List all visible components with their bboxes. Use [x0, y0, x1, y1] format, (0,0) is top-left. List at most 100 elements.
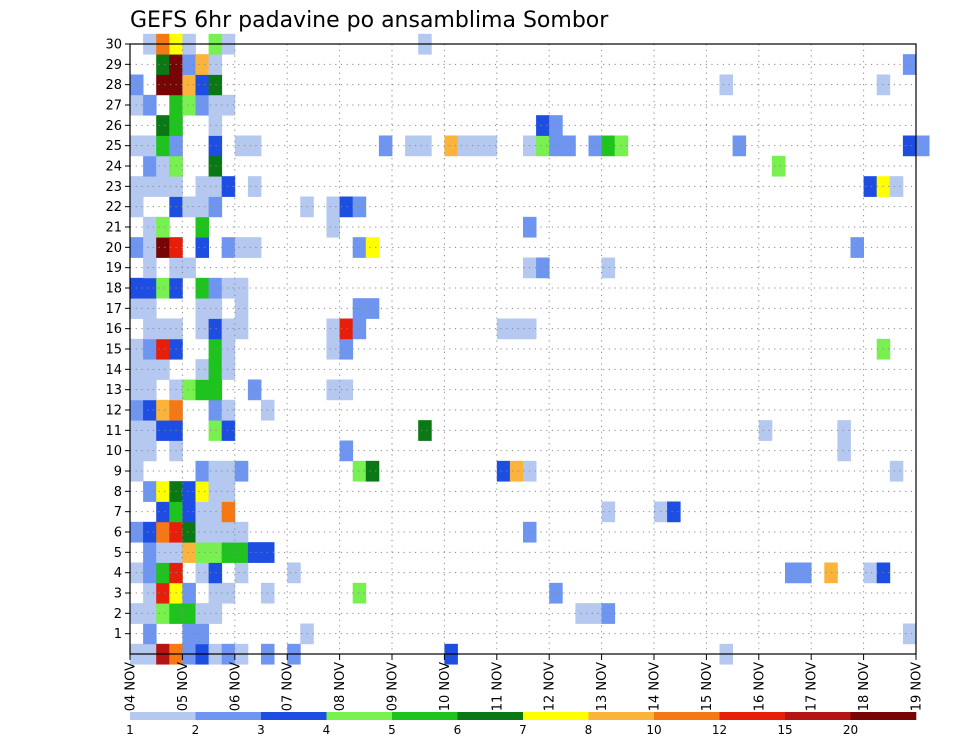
heatmap-cell — [444, 135, 458, 157]
heatmap-cell — [182, 257, 196, 279]
y-tick-label: 30 — [105, 38, 122, 53]
heatmap-cell — [837, 440, 851, 462]
heatmap-cell — [758, 420, 773, 441]
heatmap-cell — [405, 135, 419, 157]
heatmap-cell — [549, 135, 563, 157]
colorbar-label: 12 — [712, 723, 727, 737]
colorbar-segment — [457, 712, 524, 720]
heatmap-cell — [143, 237, 157, 258]
heatmap-cell — [234, 277, 249, 299]
heatmap-cell — [221, 501, 236, 523]
heatmap-cell — [536, 257, 550, 279]
heatmap-cell — [889, 460, 904, 482]
heatmap-cell — [208, 176, 223, 197]
heatmap-cell — [195, 318, 209, 340]
colorbar-label: 10 — [646, 723, 661, 737]
heatmap-cell — [247, 237, 262, 258]
colorbar-label: 6 — [454, 723, 462, 737]
heatmap-cell — [234, 135, 249, 157]
heatmap-cell — [182, 94, 196, 116]
colorbar-label: 4 — [323, 723, 331, 737]
heatmap-cell — [732, 135, 747, 157]
x-tick-label: 04 NOV — [124, 662, 139, 711]
heatmap-cells — [130, 33, 930, 665]
heatmap-cell — [902, 54, 917, 75]
x-tick-label: 05 NOV — [176, 662, 191, 711]
heatmap-cell — [156, 115, 170, 136]
heatmap-cell — [221, 237, 236, 258]
x-tick-label: 08 NOV — [333, 662, 348, 711]
heatmap-cell — [221, 521, 236, 543]
heatmap-cell — [143, 399, 157, 421]
heatmap-cell — [195, 623, 209, 645]
heatmap-cell — [182, 481, 196, 502]
heatmap-cell — [601, 603, 616, 624]
heatmap-cell — [195, 176, 209, 197]
colorbar-segment — [130, 712, 196, 720]
heatmap-cell — [339, 379, 354, 401]
heatmap-cell — [156, 521, 170, 543]
heatmap-cell — [195, 521, 209, 543]
y-tick-label: 10 — [105, 444, 122, 459]
heatmap-cell — [208, 277, 223, 299]
heatmap-cell — [221, 481, 236, 502]
heatmap-cell — [549, 582, 563, 604]
heatmap-cell — [143, 155, 157, 177]
heatmap-cell — [221, 582, 236, 604]
heatmap-cell — [221, 338, 236, 360]
colorbar-segment — [326, 712, 393, 720]
heatmap-cell — [247, 176, 262, 197]
heatmap-cell — [614, 135, 629, 157]
colorbar-label: 1 — [126, 723, 134, 737]
y-tick-label: 11 — [105, 424, 122, 439]
heatmap-cell — [247, 379, 262, 401]
y-tick-label: 28 — [105, 78, 122, 93]
heatmap-cell — [208, 399, 223, 421]
colorbar-label: 15 — [777, 723, 792, 737]
x-tick-label: 19 NOV — [910, 662, 925, 711]
heatmap-cell — [418, 135, 432, 157]
colorbar-segment — [654, 712, 720, 720]
y-tick-label: 26 — [105, 119, 122, 134]
x-tick-label: 16 NOV — [752, 662, 767, 711]
heatmap-cell — [143, 379, 157, 401]
heatmap-cell — [496, 460, 511, 482]
heatmap-cell — [156, 359, 170, 380]
heatmap-cell — [221, 176, 236, 197]
heatmap-cell — [509, 318, 524, 340]
heatmap-cell — [208, 115, 223, 136]
heatmap-cell — [208, 74, 223, 96]
heatmap-cell — [156, 176, 170, 197]
y-tick-label: 17 — [105, 302, 122, 317]
heatmap-cell — [208, 562, 223, 584]
heatmap-cell — [575, 603, 589, 624]
y-tick-label: 6 — [114, 526, 122, 541]
heatmap-cell — [863, 562, 878, 584]
heatmap-cell — [182, 74, 196, 96]
heatmap-cell — [234, 237, 249, 258]
heatmap-cell — [221, 94, 236, 116]
heatmap-cell — [195, 196, 209, 218]
y-tick-label: 21 — [105, 221, 122, 236]
heatmap-cell — [208, 379, 223, 401]
heatmap-cell — [588, 603, 602, 624]
heatmap-cell — [143, 582, 157, 604]
heatmap-cell — [352, 582, 367, 604]
heatmap-cell — [143, 298, 157, 319]
y-tick-label: 4 — [114, 566, 122, 581]
heatmap-cell — [798, 562, 812, 584]
x-tick-label: 14 NOV — [648, 662, 663, 711]
heatmap-cell — [208, 460, 223, 482]
heatmap-cell — [156, 338, 170, 360]
heatmap-cell — [221, 318, 236, 340]
heatmap-cell — [234, 318, 249, 340]
heatmap-cell — [182, 501, 196, 523]
heatmap-cell — [182, 623, 196, 645]
heatmap-cell — [457, 135, 471, 157]
heatmap-cell — [339, 440, 354, 462]
y-tick-label: 13 — [105, 383, 122, 398]
x-tick-label: 09 NOV — [386, 662, 401, 711]
heatmap-cell — [182, 54, 196, 75]
heatmap-cell — [156, 54, 170, 75]
y-tick-label: 1 — [114, 627, 122, 642]
